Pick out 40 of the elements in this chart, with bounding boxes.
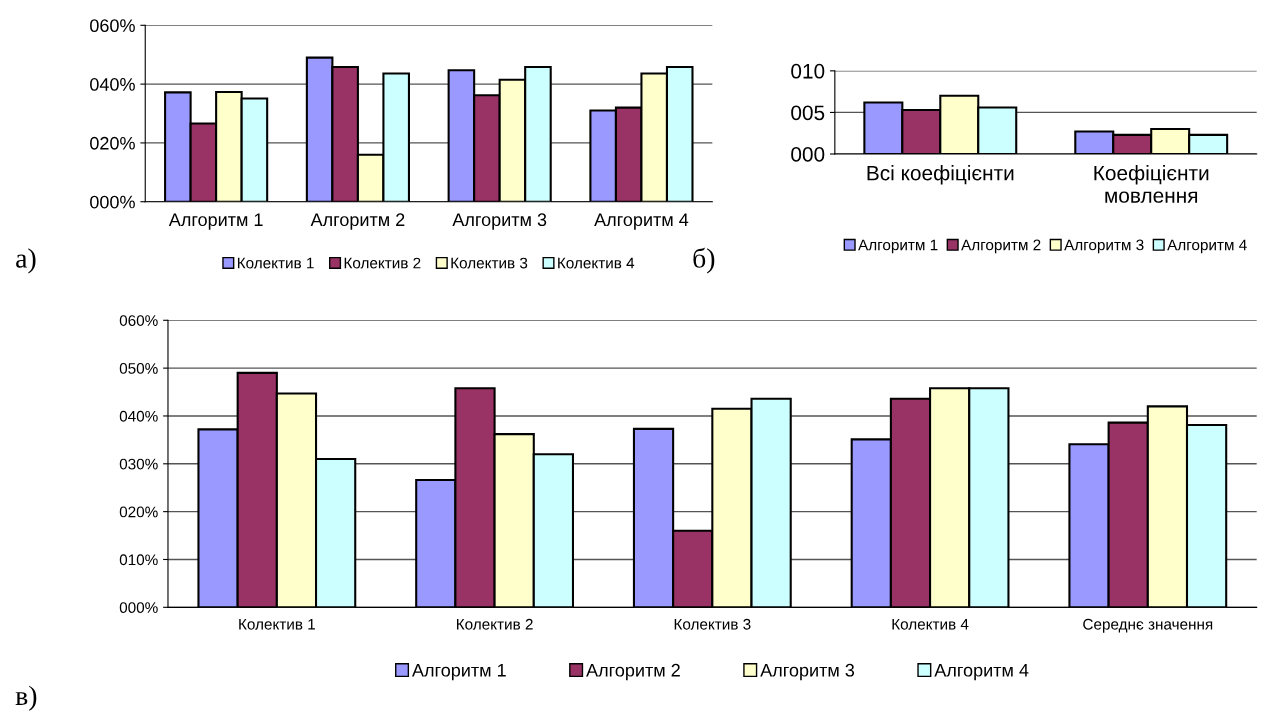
legend-label: Алгоритм 4 (1167, 239, 1247, 254)
text: а) (16, 248, 36, 274)
legend-label: Колектив 4 (558, 257, 635, 269)
x-tick-label: Колектив 2 (456, 618, 533, 630)
legend-label: Алгоритм 1 (412, 664, 506, 681)
y-tick-label: 050% (119, 363, 158, 374)
x-tick-label: Алгоритм 1 (168, 213, 263, 230)
y-tick-label: 030% (119, 458, 158, 470)
legend-label: Колектив 3 (451, 257, 528, 269)
y-tick-label: 000 (791, 147, 825, 162)
y-tick-label: 000% (90, 195, 135, 209)
x-tick-label: Алгоритм 2 (310, 213, 405, 230)
y-tick-label: 020% (90, 136, 135, 150)
x-tick-label: Коефіцієнти мовлення (1094, 165, 1209, 203)
x-tick-label: Всі коефіцієнти (867, 165, 1014, 185)
y-tick-label: 040% (119, 410, 158, 422)
legend-label: Алгоритм 3 (1064, 239, 1144, 254)
y-tick-label: 010% (119, 554, 158, 566)
x-tick-label: Колектив 3 (674, 618, 751, 630)
legend-label: Алгоритм 1 (858, 239, 938, 254)
x-tick-label: Алгоритм 4 (594, 213, 689, 230)
y-tick-label: 005 (791, 105, 825, 121)
y-tick-label: 060% (90, 19, 135, 33)
legend-label: Колектив 1 (237, 257, 314, 269)
y-tick-label: 000% (119, 602, 158, 614)
y-tick-label: 060% (119, 315, 158, 326)
x-tick-label: Колектив 4 (892, 618, 969, 630)
text: в) (15, 685, 37, 711)
x-tick-label: Колектив 1 (239, 618, 315, 630)
legend-label: Алгоритм 2 (961, 239, 1041, 254)
text: б) (693, 247, 715, 274)
y-tick-label: 010 (791, 63, 825, 79)
legend-label: Алгоритм 3 (760, 663, 855, 681)
x-tick-label: Середнє значення (1083, 618, 1213, 633)
y-tick-label: 040% (90, 78, 135, 91)
legend-label: Алгоритм 4 (934, 664, 1029, 681)
x-tick-label: Алгоритм 3 (452, 213, 547, 230)
legend-label: Алгоритм 2 (586, 663, 680, 681)
y-tick-label: 020% (119, 506, 158, 518)
legend-label: Колектив 2 (344, 257, 421, 269)
